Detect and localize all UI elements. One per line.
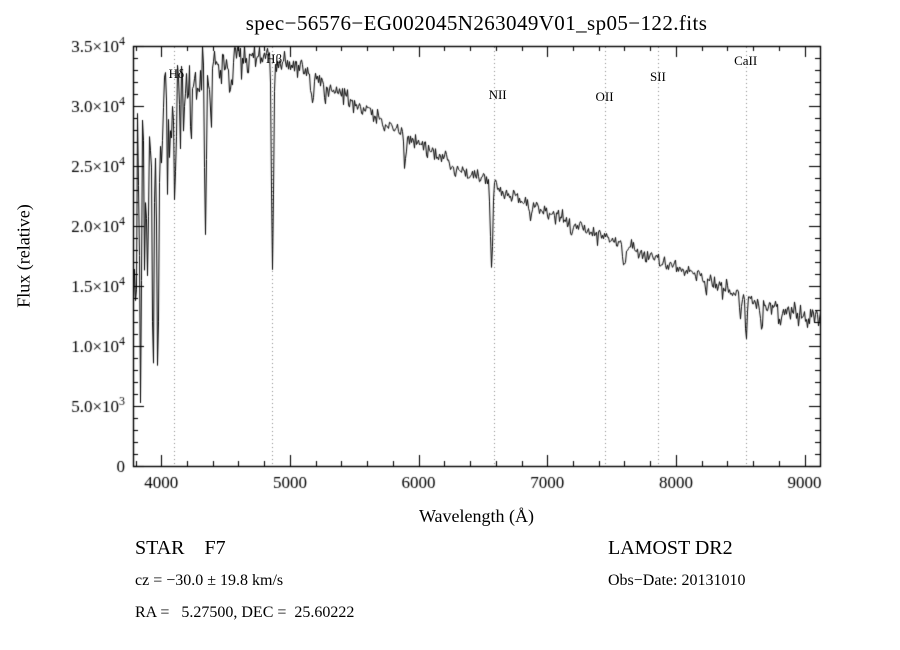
y-axis-label: Flux (relative) <box>13 204 34 308</box>
plot-title: spec−56576−EG002045N263049V01_sp05−122.f… <box>245 11 708 35</box>
footer-right-column: LAMOST DR2 Obs−Date: 20131010 <box>608 537 745 590</box>
line-marker-label-o-ii: OII <box>595 89 614 104</box>
line-marker-label-h-delta: Hδ <box>168 66 185 81</box>
line-marker-label-h-beta: Hβ <box>266 51 283 66</box>
object-class-line: STAR F7 <box>135 537 226 559</box>
survey-release-line: LAMOST DR2 <box>608 537 733 559</box>
line-marker-label-s-ii: SII <box>649 69 666 84</box>
line-marker-label-ca-ii: CaII <box>734 53 758 68</box>
ra-dec-line: RA = 5.27500, DEC = 25.60222 <box>135 604 355 621</box>
obs-date-line: Obs−Date: 20131010 <box>608 572 746 589</box>
footer-left-column: STAR F7 cz = −30.0 ± 19.8 km/s RA = 5.27… <box>135 537 354 622</box>
x-axis-label: Wavelength (Å) <box>418 506 534 526</box>
cz-line: cz = −30.0 ± 19.8 km/s <box>135 572 284 589</box>
line-marker-label-n-ii: NII <box>488 87 507 102</box>
